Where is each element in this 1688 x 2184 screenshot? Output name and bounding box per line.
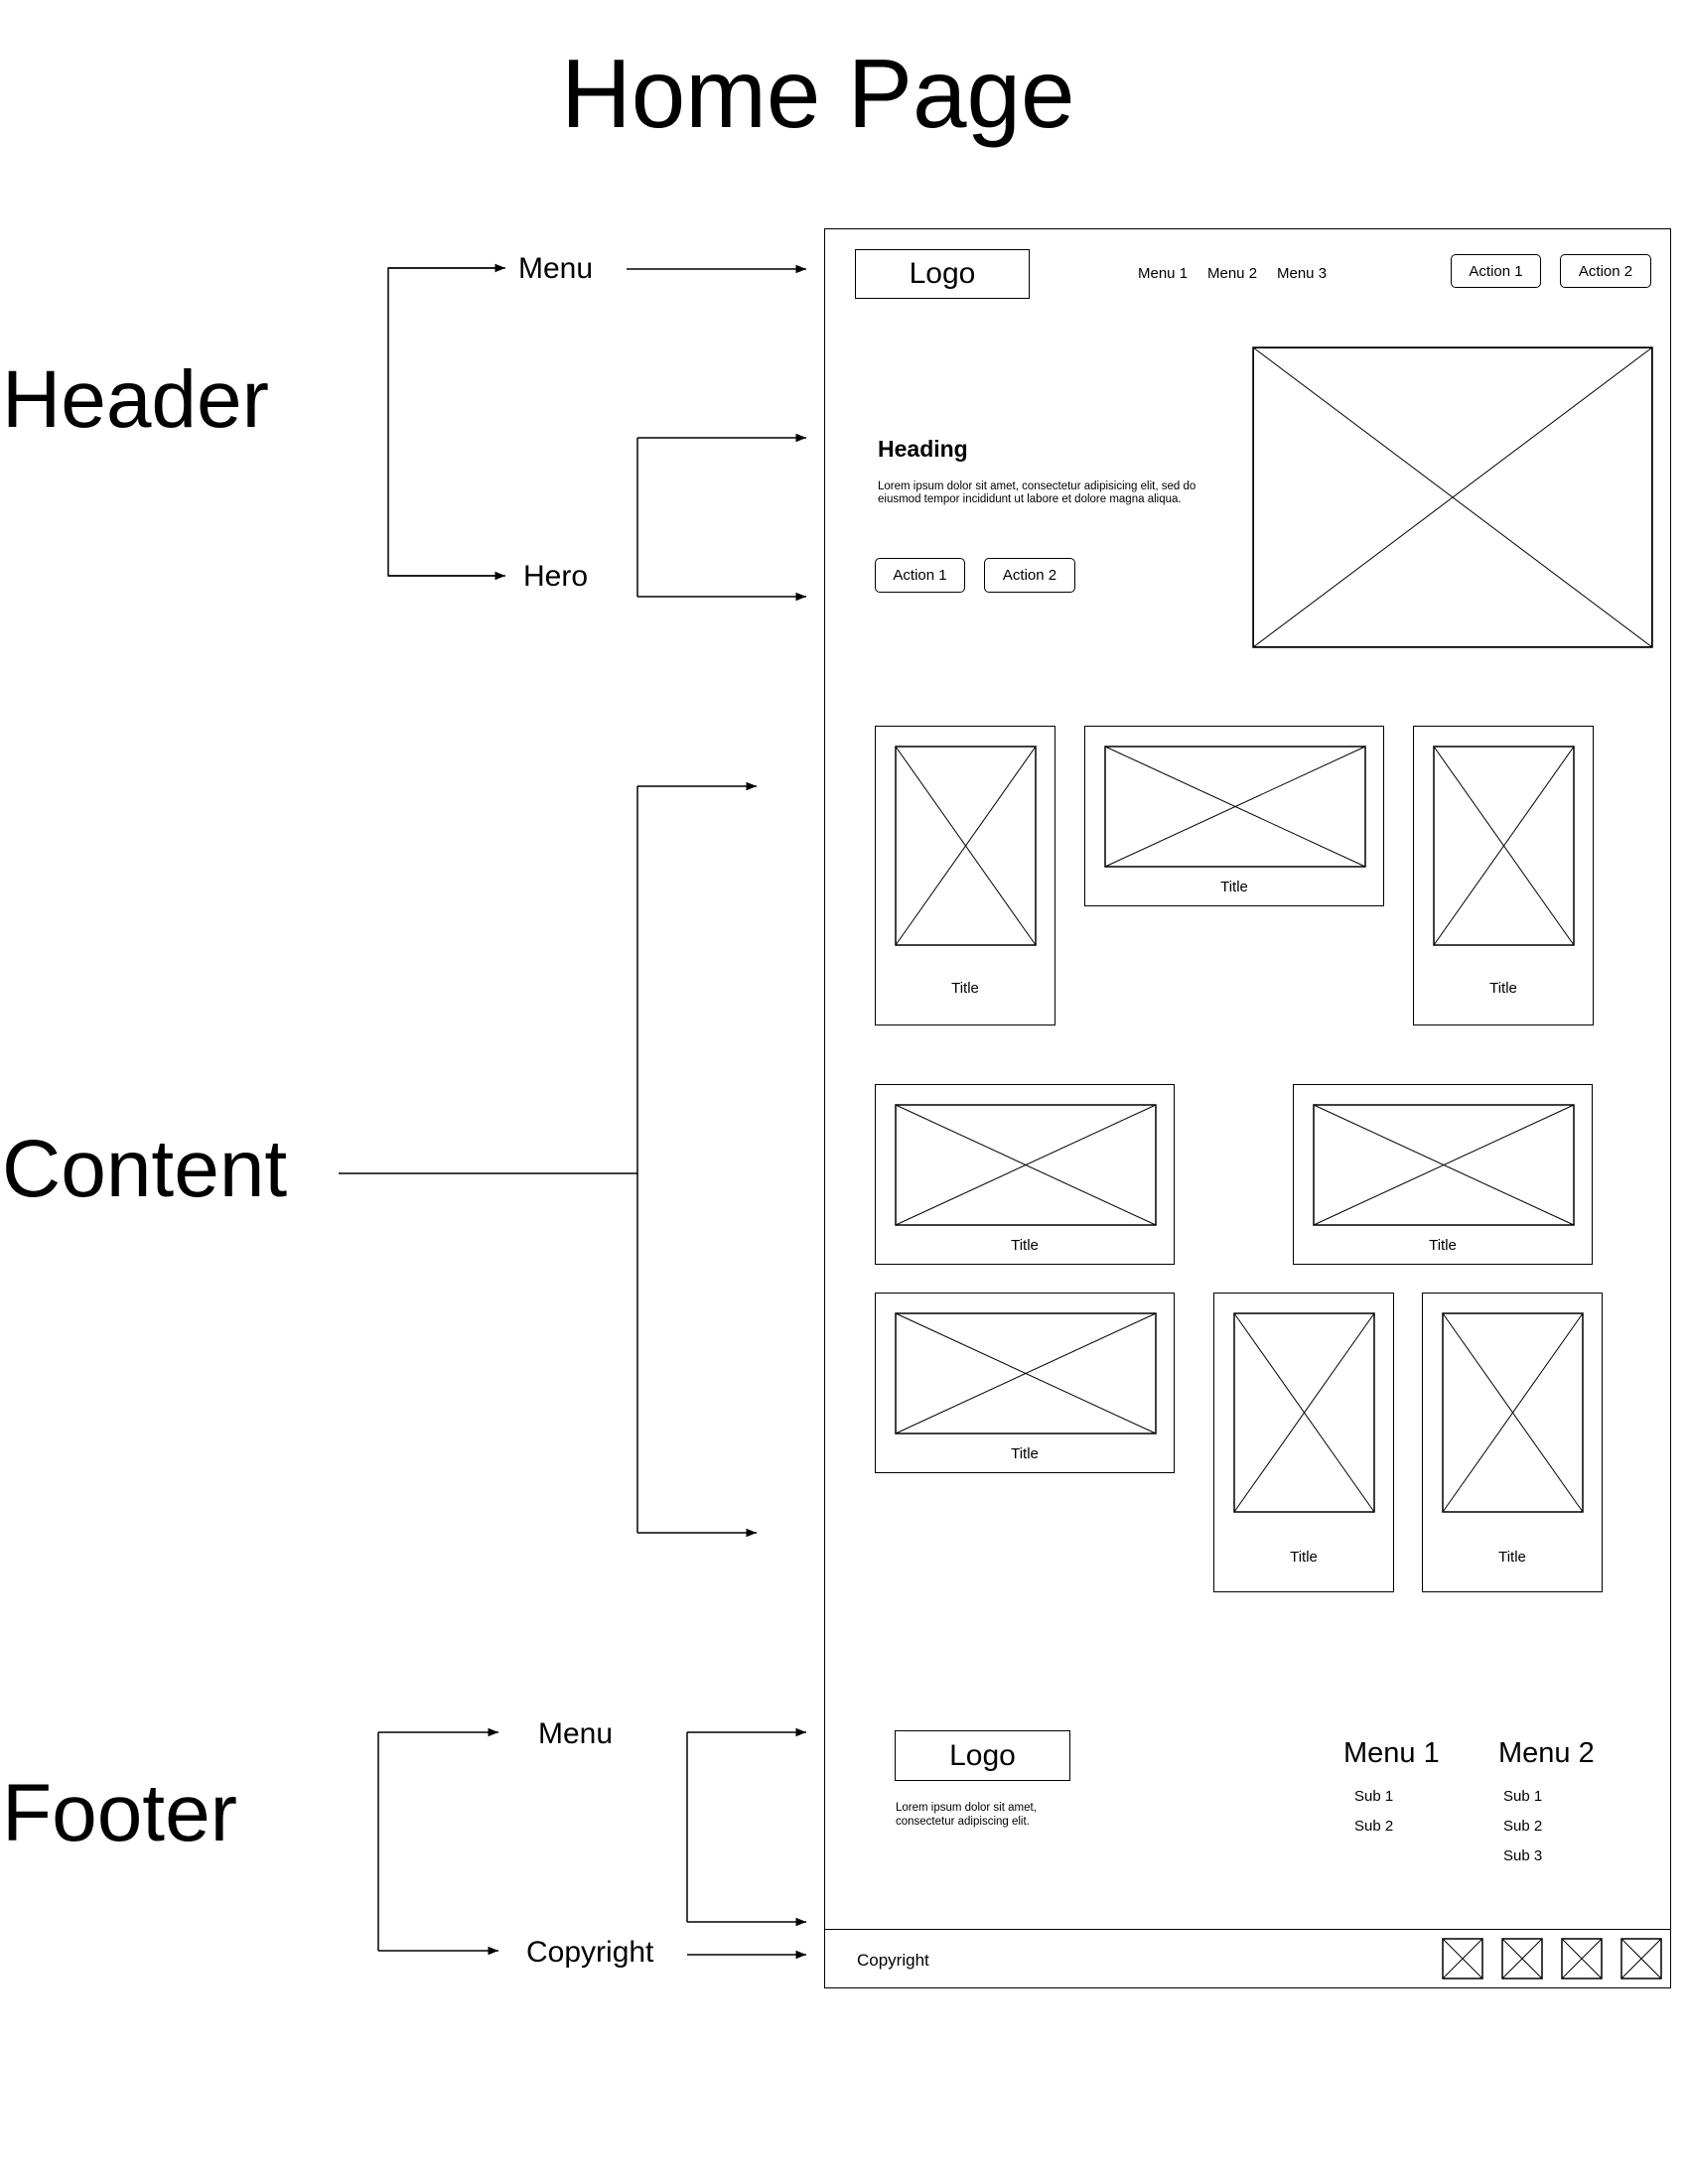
card-image-placeholder-icon (1104, 746, 1366, 868)
card-image-placeholder-icon (895, 1312, 1157, 1434)
social-icon (1620, 1938, 1662, 1979)
sublabel-hero: Hero (523, 560, 589, 593)
wireframe-header-action-2-button[interactable]: Action 2 (1560, 254, 1651, 288)
header-bracket-connector (387, 267, 502, 577)
wireframe-footer-text-line-1: Lorem ipsum dolor sit amet, (896, 1802, 1037, 1814)
wireframe-header-action-1-button[interactable]: Action 1 (1451, 254, 1541, 288)
wireframe-hero-action-2-button[interactable]: Action 2 (984, 558, 1075, 593)
wireframe-nav-item[interactable]: Menu 3 (1277, 265, 1328, 282)
wireframe-card[interactable] (1422, 1293, 1603, 1592)
card-image-placeholder-icon (895, 1104, 1157, 1226)
wireframe-card-title: Title (1429, 1237, 1457, 1254)
social-icon (1561, 1938, 1603, 1979)
wireframe-card-title: Title (1489, 980, 1517, 997)
wireframe-card[interactable] (875, 1293, 1175, 1473)
wireframe-card-title: Title (1498, 1549, 1526, 1566)
wireframe-card[interactable] (1084, 726, 1384, 906)
card-image-placeholder-icon (895, 746, 1037, 946)
wireframe-card[interactable] (1413, 726, 1594, 1025)
page-title: Home Page (561, 39, 1075, 148)
wireframe-card-title: Title (1290, 1549, 1318, 1566)
card-image-placeholder-icon (1233, 1312, 1375, 1513)
wireframe-copyright-divider (824, 1929, 1671, 1930)
wireframe-page-frame (824, 228, 1671, 1988)
wireframe-footer-menu-item[interactable]: Sub 2 (1354, 1818, 1394, 1835)
section-label-content: Content (2, 1124, 288, 1214)
wireframe-footer-menu-title: Menu 1 (1343, 1737, 1440, 1769)
wireframe-card-title: Title (1220, 879, 1248, 895)
wireframe-footer-menu-item[interactable]: Sub 1 (1354, 1788, 1394, 1805)
wireframe-card-title: Title (1011, 1237, 1039, 1254)
sublabel-header-menu: Menu (518, 252, 594, 285)
wireframe-nav-item[interactable]: Menu 2 (1207, 265, 1258, 282)
wireframe-card[interactable] (875, 726, 1055, 1025)
social-icon (1501, 1938, 1543, 1979)
card-image-placeholder-icon (1313, 1104, 1575, 1226)
wireframe-card[interactable] (1293, 1084, 1593, 1265)
wireframe-card-title: Title (951, 980, 979, 997)
wireframe-hero-heading: Heading (878, 436, 968, 462)
sublabel-footer-menu: Menu (538, 1717, 614, 1750)
wireframe-footer-menu-item[interactable]: Sub 2 (1503, 1818, 1543, 1835)
wireframe-hero-body-line-2: eiusmod tempor incididunt ut labore et d… (878, 493, 1182, 505)
social-icon (1442, 1938, 1483, 1979)
wireframe-nav-item[interactable]: Menu 1 (1138, 265, 1189, 282)
section-label-footer: Footer (2, 1768, 237, 1858)
wireframe-copyright-text: Copyright (857, 1951, 929, 1970)
sublabel-copyright: Copyright (526, 1936, 654, 1969)
wireframe-card-title: Title (1011, 1445, 1039, 1462)
wireframe-footer-menu-item[interactable]: Sub 3 (1503, 1847, 1543, 1864)
wireframe-footer-menu-item[interactable]: Sub 1 (1503, 1788, 1543, 1805)
card-image-placeholder-icon (1433, 746, 1575, 946)
section-label-header: Header (2, 354, 269, 445)
wireframe-header-logo: Logo (855, 249, 1030, 299)
wireframe-footer-menu-title: Menu 2 (1498, 1737, 1595, 1769)
card-image-placeholder-icon (1442, 1312, 1584, 1513)
wireframe-footer-text-line-2: consectetur adipiscing elit. (896, 1816, 1030, 1828)
wireframe-hero-action-1-button[interactable]: Action 1 (875, 558, 965, 593)
wireframe-card[interactable] (875, 1084, 1175, 1265)
wireframe-hero-body-line-1: Lorem ipsum dolor sit amet, consectetur … (878, 480, 1196, 492)
wireframe-card[interactable] (1213, 1293, 1394, 1592)
wireframe-footer-logo: Logo (895, 1730, 1070, 1781)
wireframe-hero-image-placeholder (1253, 347, 1652, 647)
